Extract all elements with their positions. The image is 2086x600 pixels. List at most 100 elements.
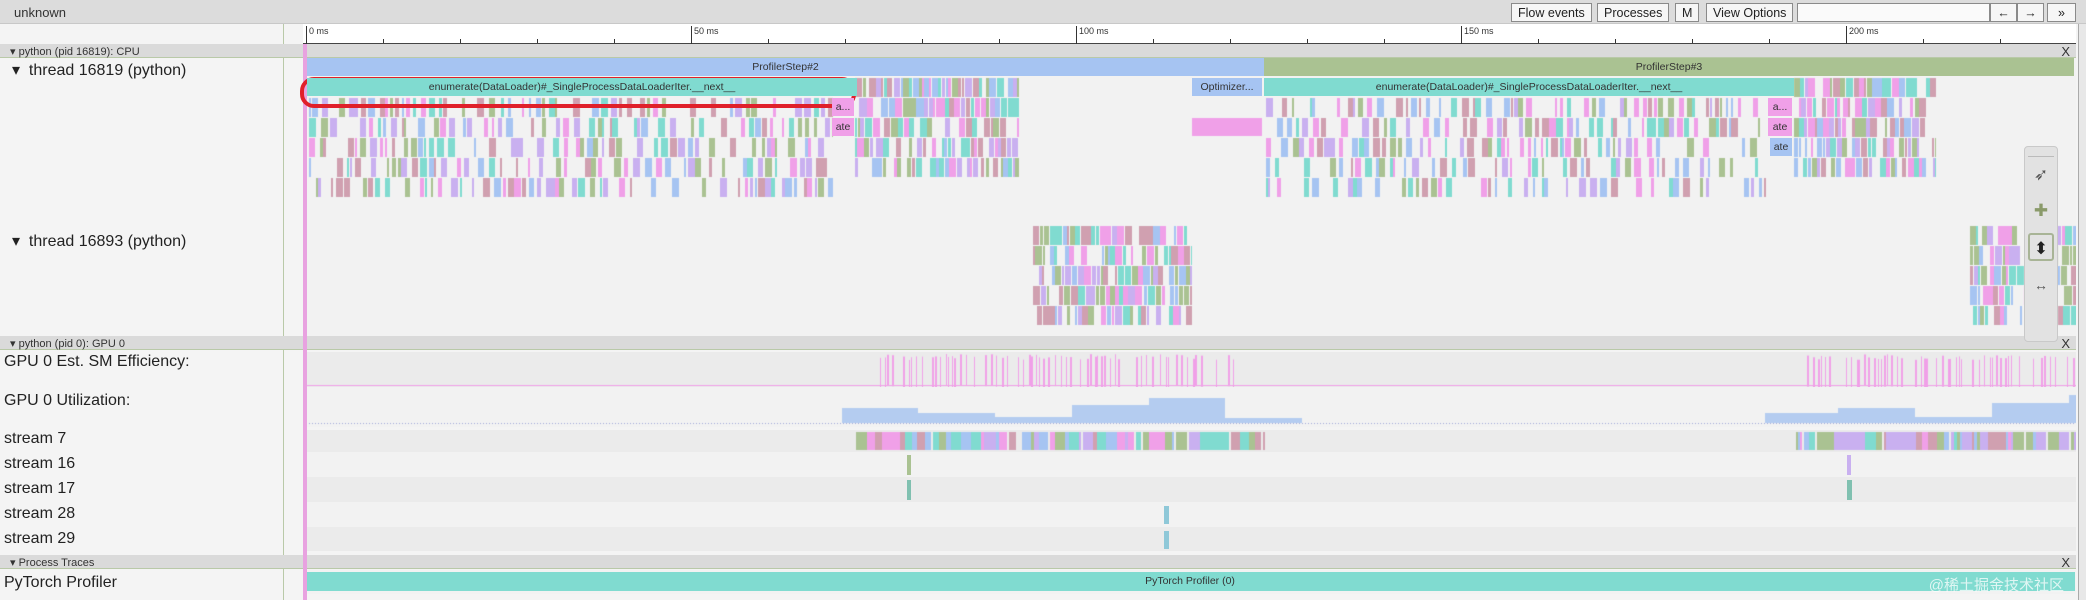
utilization-counter [303,387,2076,427]
gpu-process-header[interactable]: ▾ python (pid 0): GPU 0 X [0,336,2076,351]
stream-7-kernels [303,430,2076,452]
stream-7-track[interactable] [303,430,2076,452]
ruler-minor-tick [1538,39,1539,43]
stream-28-track[interactable] [303,502,2076,527]
gpu-sm-efficiency-track[interactable] [303,352,2076,387]
stream-17-kernel[interactable] [907,480,911,500]
pytorch-profiler-label: PyTorch Profiler [4,574,117,591]
ruler-minor-tick [1384,39,1385,43]
stream-17-label: stream 17 [4,480,76,497]
thread-16893-bars [303,224,2076,336]
thread-16819-name: thread 16819 (python) [28,62,187,79]
select-tool-icon[interactable]: ➶ [2033,165,2049,184]
ruler-minor-tick [1846,39,1847,43]
ruler-minor-tick [306,39,307,43]
ruler-minor-tick [1076,39,1077,43]
time-cursor[interactable] [303,44,307,600]
track-labels-pane [0,24,284,600]
stream-17-track[interactable] [303,477,2076,502]
ruler-minor-tick [768,39,769,43]
mouse-mode-palette: ➶ ✚ ⬍ ↔ [2024,146,2058,342]
ruler-minor-tick [1461,39,1462,43]
trace-slice[interactable]: Optimizer... [1192,78,1262,96]
vertical-scrollbar[interactable] [2078,24,2086,600]
tick-0ms: 0 ms [306,26,329,44]
gpu-process-label: ▾ python (pid 0): GPU 0 [10,338,125,350]
metadata-button[interactable]: M [1675,3,1700,22]
stream-17-kernel[interactable] [1847,480,1852,500]
trace-slice[interactable]: enumerate(DataLoader)#_SingleProcessData… [1264,78,1794,96]
stream-29-kernel[interactable] [1164,531,1169,549]
ruler-minor-tick [1615,39,1616,43]
stream-16-label: stream 16 [4,455,76,472]
gpu-sm-efficiency-label: GPU 0 Est. SM Efficiency: [4,353,190,370]
gpu-process-name: python (pid 0): GPU 0 [18,338,125,350]
ruler-minor-tick [845,39,846,43]
ruler-minor-tick [1153,39,1154,43]
ruler-minor-tick [1307,39,1308,43]
ruler-minor-tick [460,39,461,43]
ruler-minor-tick [383,39,384,43]
expand-panel-button[interactable]: » [2047,3,2076,22]
stream-29-track[interactable] [303,527,2076,551]
ruler-minor-tick [1230,39,1231,43]
stream-16-kernel[interactable] [907,455,911,475]
thread-16819-track[interactable]: ProfilerStep#2 ProfilerStep#3 enumerate(Da… [303,58,2076,224]
thread-16893-track[interactable] [303,224,2076,336]
top-toolbar: unknown Flow events Processes M View Opt… [0,0,2086,24]
close-icon[interactable]: X [2061,555,2070,570]
trace-slice[interactable]: ate [1768,118,1792,136]
next-result-button[interactable]: → [2017,3,2044,22]
stream-29-label: stream 29 [4,530,76,547]
gpu-utilization-track[interactable] [303,387,2076,427]
tick-100ms: 100 ms [1076,26,1109,44]
stream-16-track[interactable] [303,452,2076,477]
tick-50ms: 50 ms [691,26,719,44]
stream-7-label: stream 7 [4,430,67,447]
stream-16-kernel[interactable] [1847,455,1851,475]
process-traces-header[interactable]: ▾ Process Traces X [0,555,2076,570]
process-traces-name: Process Traces [18,557,95,569]
flow-events-button[interactable]: Flow events [1511,3,1592,22]
thread-16893-name: thread 16893 (python) [28,233,187,250]
view-options-button[interactable]: View Options [1706,3,1794,22]
stream-28-label: stream 28 [4,505,76,522]
trace-slice[interactable]: ate [832,118,854,136]
ruler-minor-tick [537,39,538,43]
cpu-process-label: ▾ python (pid 16819): CPU [10,46,140,58]
trace-slice[interactable]: enumerate(DataLoader)#_SingleProcessData… [307,78,857,96]
time-ruler[interactable]: 0 ms 50 ms 100 ms 150 ms 200 ms [303,24,2076,44]
ruler-minor-tick [614,39,615,43]
close-icon[interactable]: X [2061,336,2070,351]
ruler-minor-tick [1692,39,1693,43]
watermark: @稀土掘金技术社区 [1928,577,2064,594]
pan-tool-icon[interactable]: ✚ [2033,201,2049,220]
thread-16819-label[interactable]: ▾ thread 16819 (python) [12,62,187,79]
trace-slice[interactable]: ProfilerStep#2 [307,58,1264,76]
pytorch-profiler-track[interactable]: PyTorch Profiler (0) [303,570,2076,594]
ruler-minor-tick [691,39,692,43]
ruler-minor-tick [1923,39,1924,43]
thread-16893-label[interactable]: ▾ thread 16893 (python) [12,233,187,250]
close-icon[interactable]: X [2061,44,2070,59]
timing-tool-icon[interactable]: ↔ [2034,277,2048,293]
processes-button[interactable]: Processes [1597,3,1670,22]
trace-slice[interactable]: ProfilerStep#3 [1264,58,2074,76]
tick-150ms: 150 ms [1461,26,1494,44]
ruler-minor-tick [922,39,923,43]
pytorch-profiler-slice[interactable]: PyTorch Profiler (0) [305,572,2075,591]
zoom-tool-icon[interactable]: ⬍ [2028,233,2054,261]
trace-slice[interactable]: ate [1770,138,1792,156]
trace-slice[interactable]: a... [832,98,854,116]
search-input[interactable] [1797,3,1990,22]
cpu-process-name: python (pid 16819): CPU [18,46,140,58]
tick-200ms: 200 ms [1846,26,1879,44]
cpu-process-header[interactable]: ▾ python (pid 16819): CPU X [0,44,2076,59]
process-traces-label: ▾ Process Traces [10,557,95,569]
palette-drag-handle[interactable] [2028,149,2054,157]
trace-slice[interactable]: a... [1768,98,1792,116]
gpu-utilization-label: GPU 0 Utilization: [4,392,131,409]
stream-28-kernel[interactable] [1164,506,1169,524]
ruler-minor-tick [2000,39,2001,43]
prev-result-button[interactable]: ← [1990,3,2017,22]
